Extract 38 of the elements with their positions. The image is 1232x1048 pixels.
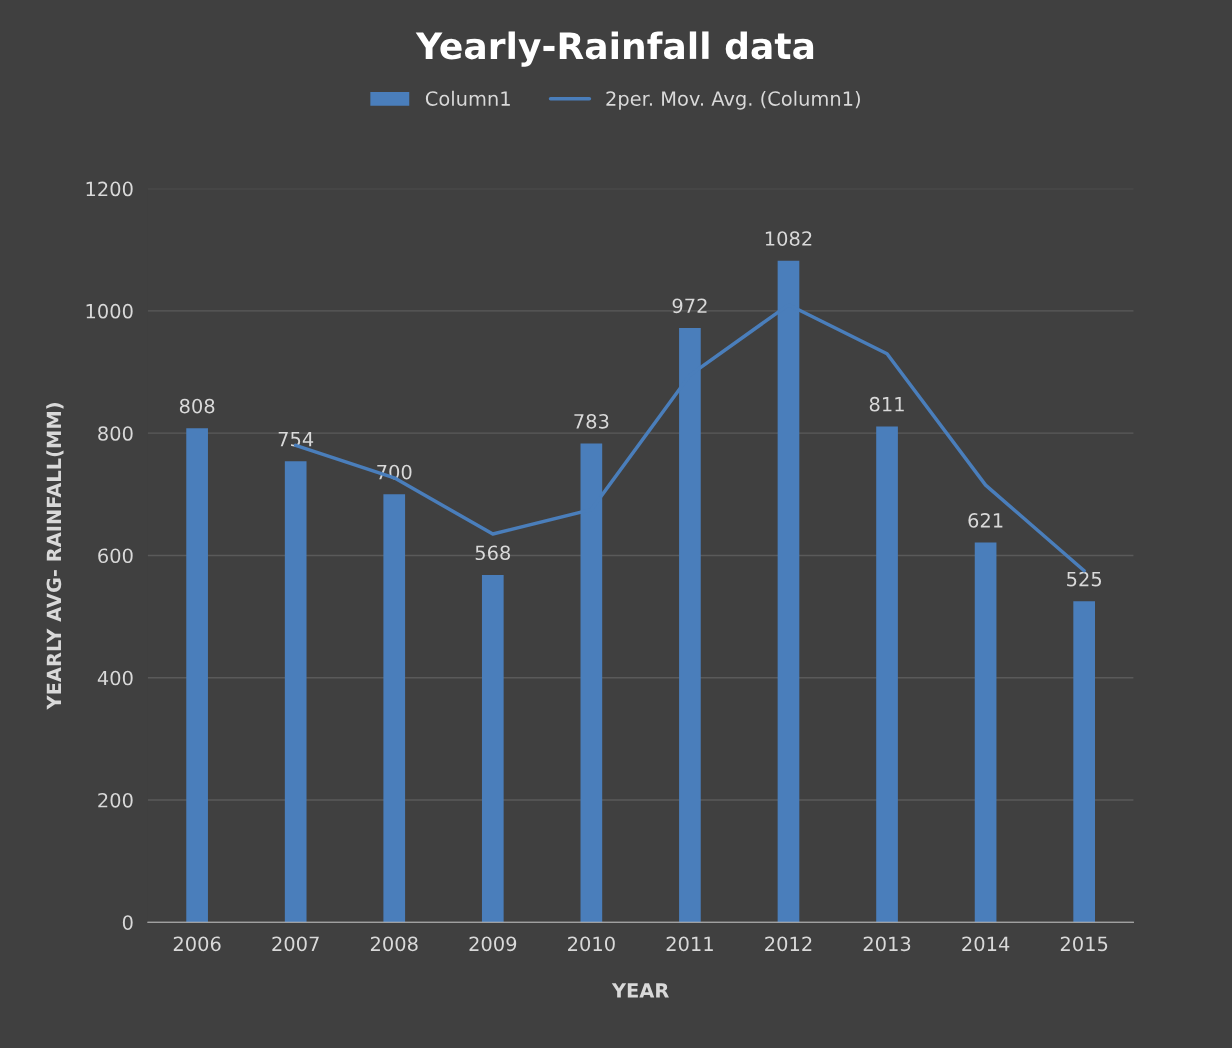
x-tick-label: 2008 [370,936,418,952]
bar [974,542,997,923]
y-tick-label: 0 [122,915,133,930]
data-label: 754 [278,431,314,447]
data-label: 621 [968,513,1003,528]
data-label: 972 [672,298,707,314]
y-tick-label: 400 [97,670,133,686]
x-tick-label: 2010 [568,936,615,952]
data-label: 1082 [765,231,812,246]
data-label: 811 [869,396,904,412]
y-tick-label: 1200 [86,181,133,197]
x-tick-label: 2007 [272,936,319,952]
x-tick-label: 2015 [1060,936,1108,952]
bar [284,461,307,923]
x-tick-label: 2014 [962,936,1010,952]
bar [876,426,898,923]
data-label: 808 [179,398,215,414]
y-axis-title: YEARLY AVG- RAINFALL(MM) [46,403,64,710]
data-label: 568 [475,545,511,561]
legend-label: 2per. Mov. Avg. (Column1) [606,90,860,110]
x-tick-label: 2013 [863,936,911,952]
x-tick-label: 2011 [666,936,713,952]
x-tick-label: 2009 [469,936,517,952]
x-tick-label: 2006 [173,936,221,952]
bar [481,575,504,923]
chart-title: Yearly-Rainfall data [415,31,814,67]
x-axis-title: YEAR [611,983,669,998]
y-tick-label: 1000 [86,303,133,319]
x-tick-label: 2012 [765,936,812,952]
bar [383,494,406,923]
legend-label: Column1 [425,90,510,106]
y-tick-label: 600 [98,548,133,564]
bar [186,428,208,923]
bar [1073,601,1095,923]
data-label: 525 [1067,571,1102,587]
y-tick-label: 800 [98,426,133,441]
data-label: 783 [574,413,609,429]
y-tick-label: 200 [98,792,133,808]
